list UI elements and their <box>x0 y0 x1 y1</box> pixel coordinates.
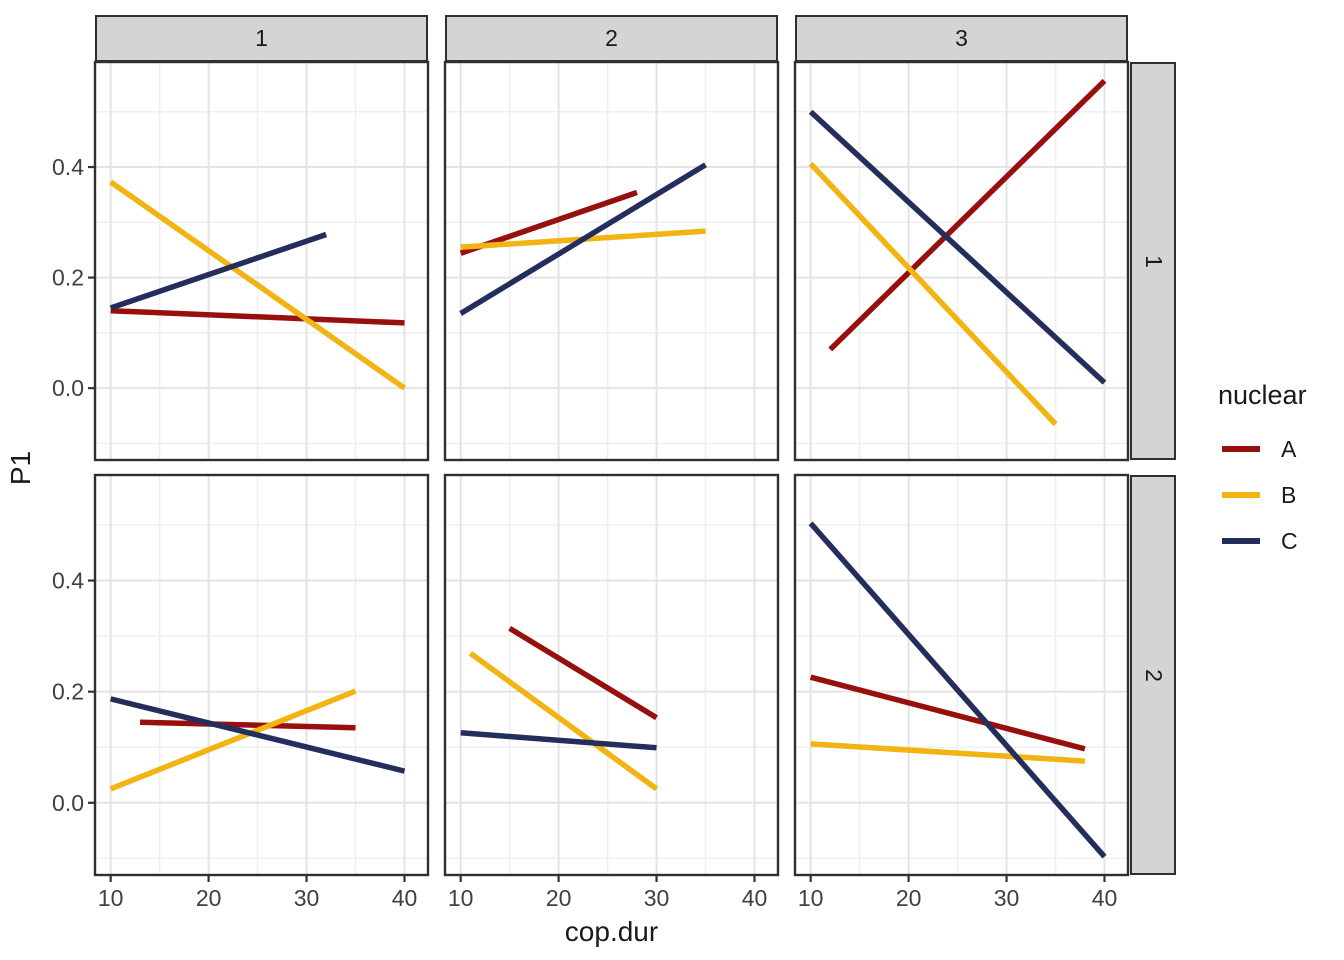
facet-row-strip-2: 2 <box>1130 475 1176 875</box>
panel-border <box>93 473 430 877</box>
y-tick-label: 0.0 <box>52 790 84 816</box>
panel-border <box>793 473 1130 877</box>
x-tick-label: 10 <box>798 885 824 911</box>
legend-label-C: C <box>1281 527 1298 554</box>
y-axis-title: P1 <box>5 450 36 486</box>
x-tick-label: 30 <box>994 885 1020 911</box>
x-tick-label: 30 <box>294 885 320 911</box>
x-tick-label: 20 <box>896 885 922 911</box>
y-tick-label: 0.2 <box>52 679 84 705</box>
series-line-B <box>808 161 1058 426</box>
series-line-C <box>808 109 1107 385</box>
panel-border <box>93 60 430 462</box>
x-tick-label: 10 <box>448 885 474 911</box>
facet-col-strip-1: 1 <box>95 15 428 62</box>
facet-col-strip-3-label: 3 <box>955 25 968 51</box>
facet-row-strip-2-label: 2 <box>1140 668 1167 682</box>
y-tick-label: 0.4 <box>52 568 84 594</box>
series-line-C <box>109 231 328 311</box>
series-line-C <box>808 521 1107 859</box>
series-line-B <box>109 179 407 391</box>
legend-label-B: B <box>1281 481 1297 508</box>
series-line-A <box>508 625 658 721</box>
series-line-B <box>109 688 357 792</box>
facet-col-strip-2: 2 <box>445 15 778 62</box>
series-line-A <box>828 78 1107 352</box>
x-tick-label: 30 <box>644 885 670 911</box>
legend-line-swatch-A <box>1222 446 1260 452</box>
x-axis-title: cop.dur <box>564 916 659 947</box>
panel-border <box>443 60 780 462</box>
legend-item-A: A <box>1222 435 1344 463</box>
x-tick-label: 40 <box>392 885 418 911</box>
series-line-B <box>468 651 659 792</box>
y-tick-label: 0.0 <box>52 375 84 401</box>
series-line-A <box>139 719 356 731</box>
series-line-C <box>110 696 406 774</box>
y-tick-label: 0.4 <box>52 154 84 180</box>
x-tick-label: 40 <box>1092 885 1118 911</box>
legend-line-swatch-B <box>1222 492 1260 498</box>
facet-col-strip-1-label: 1 <box>255 25 268 51</box>
facet-col-strip-2-label: 2 <box>605 25 618 51</box>
x-tick-label: 20 <box>546 885 572 911</box>
series-line-B <box>810 741 1086 764</box>
x-tick-label: 40 <box>742 885 768 911</box>
series-line-A <box>110 308 405 326</box>
series-line-C <box>460 730 657 751</box>
x-tick-label: 20 <box>196 885 222 911</box>
panel-border <box>793 60 1130 462</box>
facet-row-strip-1: 1 <box>1130 62 1176 460</box>
legend-line-swatch-C <box>1222 538 1260 544</box>
legend: nuclear A B C <box>1218 380 1344 573</box>
legend-title: nuclear <box>1218 380 1307 410</box>
facet-row-strip-1-label: 1 <box>1140 254 1167 268</box>
y-tick-label: 0.2 <box>52 265 84 291</box>
legend-item-B: B <box>1222 481 1344 509</box>
facet-col-strip-3: 3 <box>795 15 1128 62</box>
panel-border <box>443 473 780 877</box>
series-line-A <box>809 674 1086 752</box>
series-line-C <box>459 162 707 316</box>
legend-item-C: C <box>1222 527 1344 555</box>
legend-label-A: A <box>1281 435 1297 462</box>
x-tick-label: 10 <box>98 885 124 911</box>
